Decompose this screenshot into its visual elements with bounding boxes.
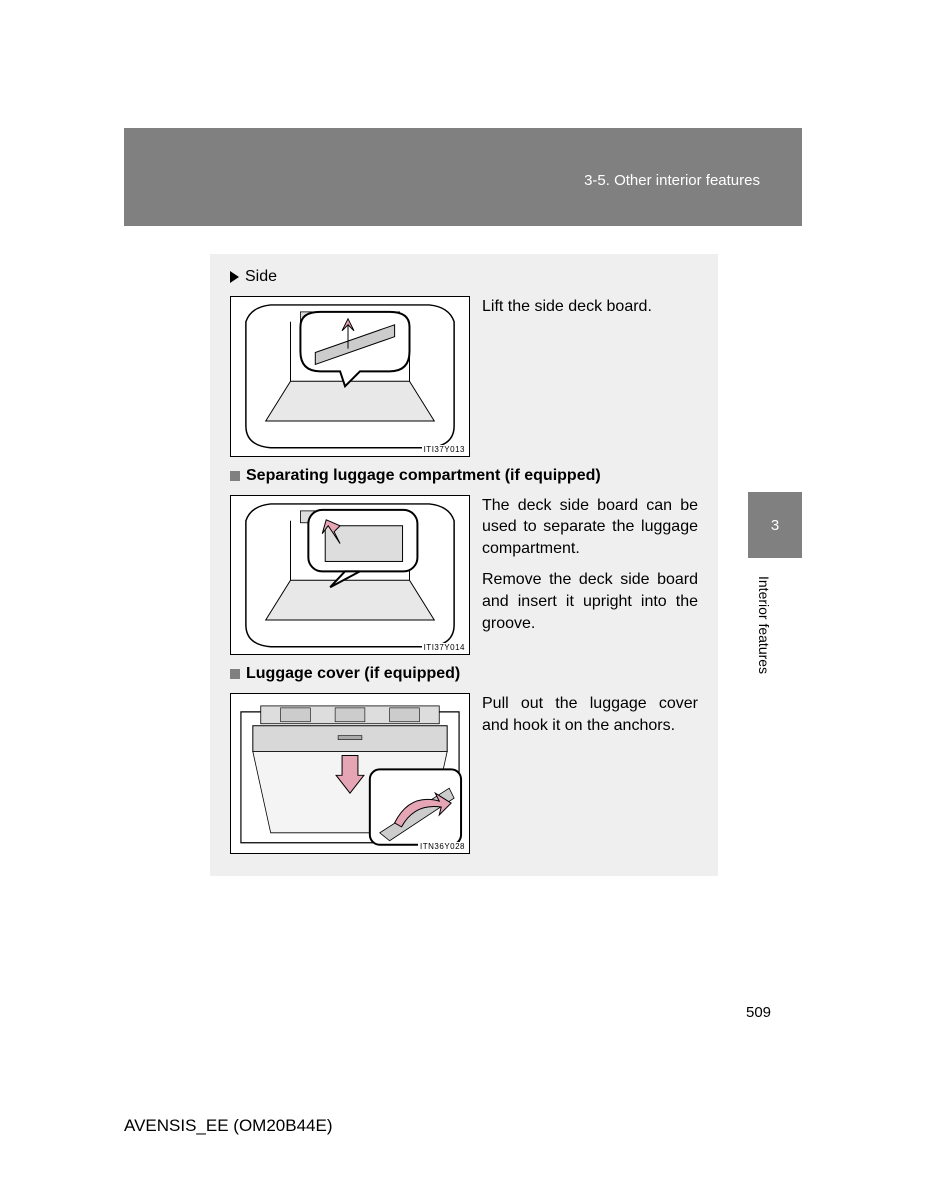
- figure-luggage: ITN36Y028: [230, 693, 470, 854]
- header-bar: 3-5. Other interior features: [124, 128, 802, 226]
- item-luggage: ITN36Y028 Pull out the luggage cover and…: [230, 693, 698, 854]
- heading-side-label: Side: [245, 268, 277, 286]
- footer-text: AVENSIS_EE (OM20B44E): [124, 1116, 333, 1136]
- chapter-tab: 3: [748, 492, 802, 558]
- illustration-luggage: [231, 694, 469, 853]
- desc-separating-p2: Remove the deck side board and insert it…: [482, 569, 698, 634]
- chapter-number: 3: [771, 517, 779, 534]
- figure-side: ITI37Y013: [230, 296, 470, 457]
- desc-side: Lift the side deck board.: [482, 296, 698, 328]
- figure-code-side: ITI37Y013: [422, 445, 467, 454]
- header-section-text: 3-5. Other interior features: [584, 172, 760, 189]
- desc-side-p1: Lift the side deck board.: [482, 296, 698, 318]
- square-icon: [230, 669, 240, 679]
- heading-luggage: Luggage cover (if equipped): [230, 665, 698, 683]
- desc-luggage: Pull out the luggage cover and hook it o…: [482, 693, 698, 746]
- illustration-side: [231, 297, 469, 456]
- desc-separating-p1: The deck side board can be used to separ…: [482, 495, 698, 560]
- square-icon: [230, 471, 240, 481]
- item-separating: ITI37Y014 The deck side board can be use…: [230, 495, 698, 656]
- desc-luggage-p1: Pull out the luggage cover and hook it o…: [482, 693, 698, 736]
- heading-separating-label: Separating luggage compartment (if equip…: [246, 467, 601, 485]
- figure-code-luggage: ITN36Y028: [418, 842, 467, 851]
- page-number: 509: [746, 1004, 771, 1021]
- illustration-separating: [231, 496, 469, 655]
- chapter-label: Interior features: [756, 576, 772, 674]
- triangle-icon: [230, 271, 239, 283]
- heading-side: Side: [230, 268, 698, 286]
- desc-separating: The deck side board can be used to separ…: [482, 495, 698, 645]
- heading-luggage-label: Luggage cover (if equipped): [246, 665, 460, 683]
- figure-separating: ITI37Y014: [230, 495, 470, 656]
- item-side: ITI37Y013 Lift the side deck board.: [230, 296, 698, 457]
- content-panel: Side ITI37Y013 Lift the side deck board.: [210, 254, 718, 876]
- figure-code-separating: ITI37Y014: [422, 643, 467, 652]
- heading-separating: Separating luggage compartment (if equip…: [230, 467, 698, 485]
